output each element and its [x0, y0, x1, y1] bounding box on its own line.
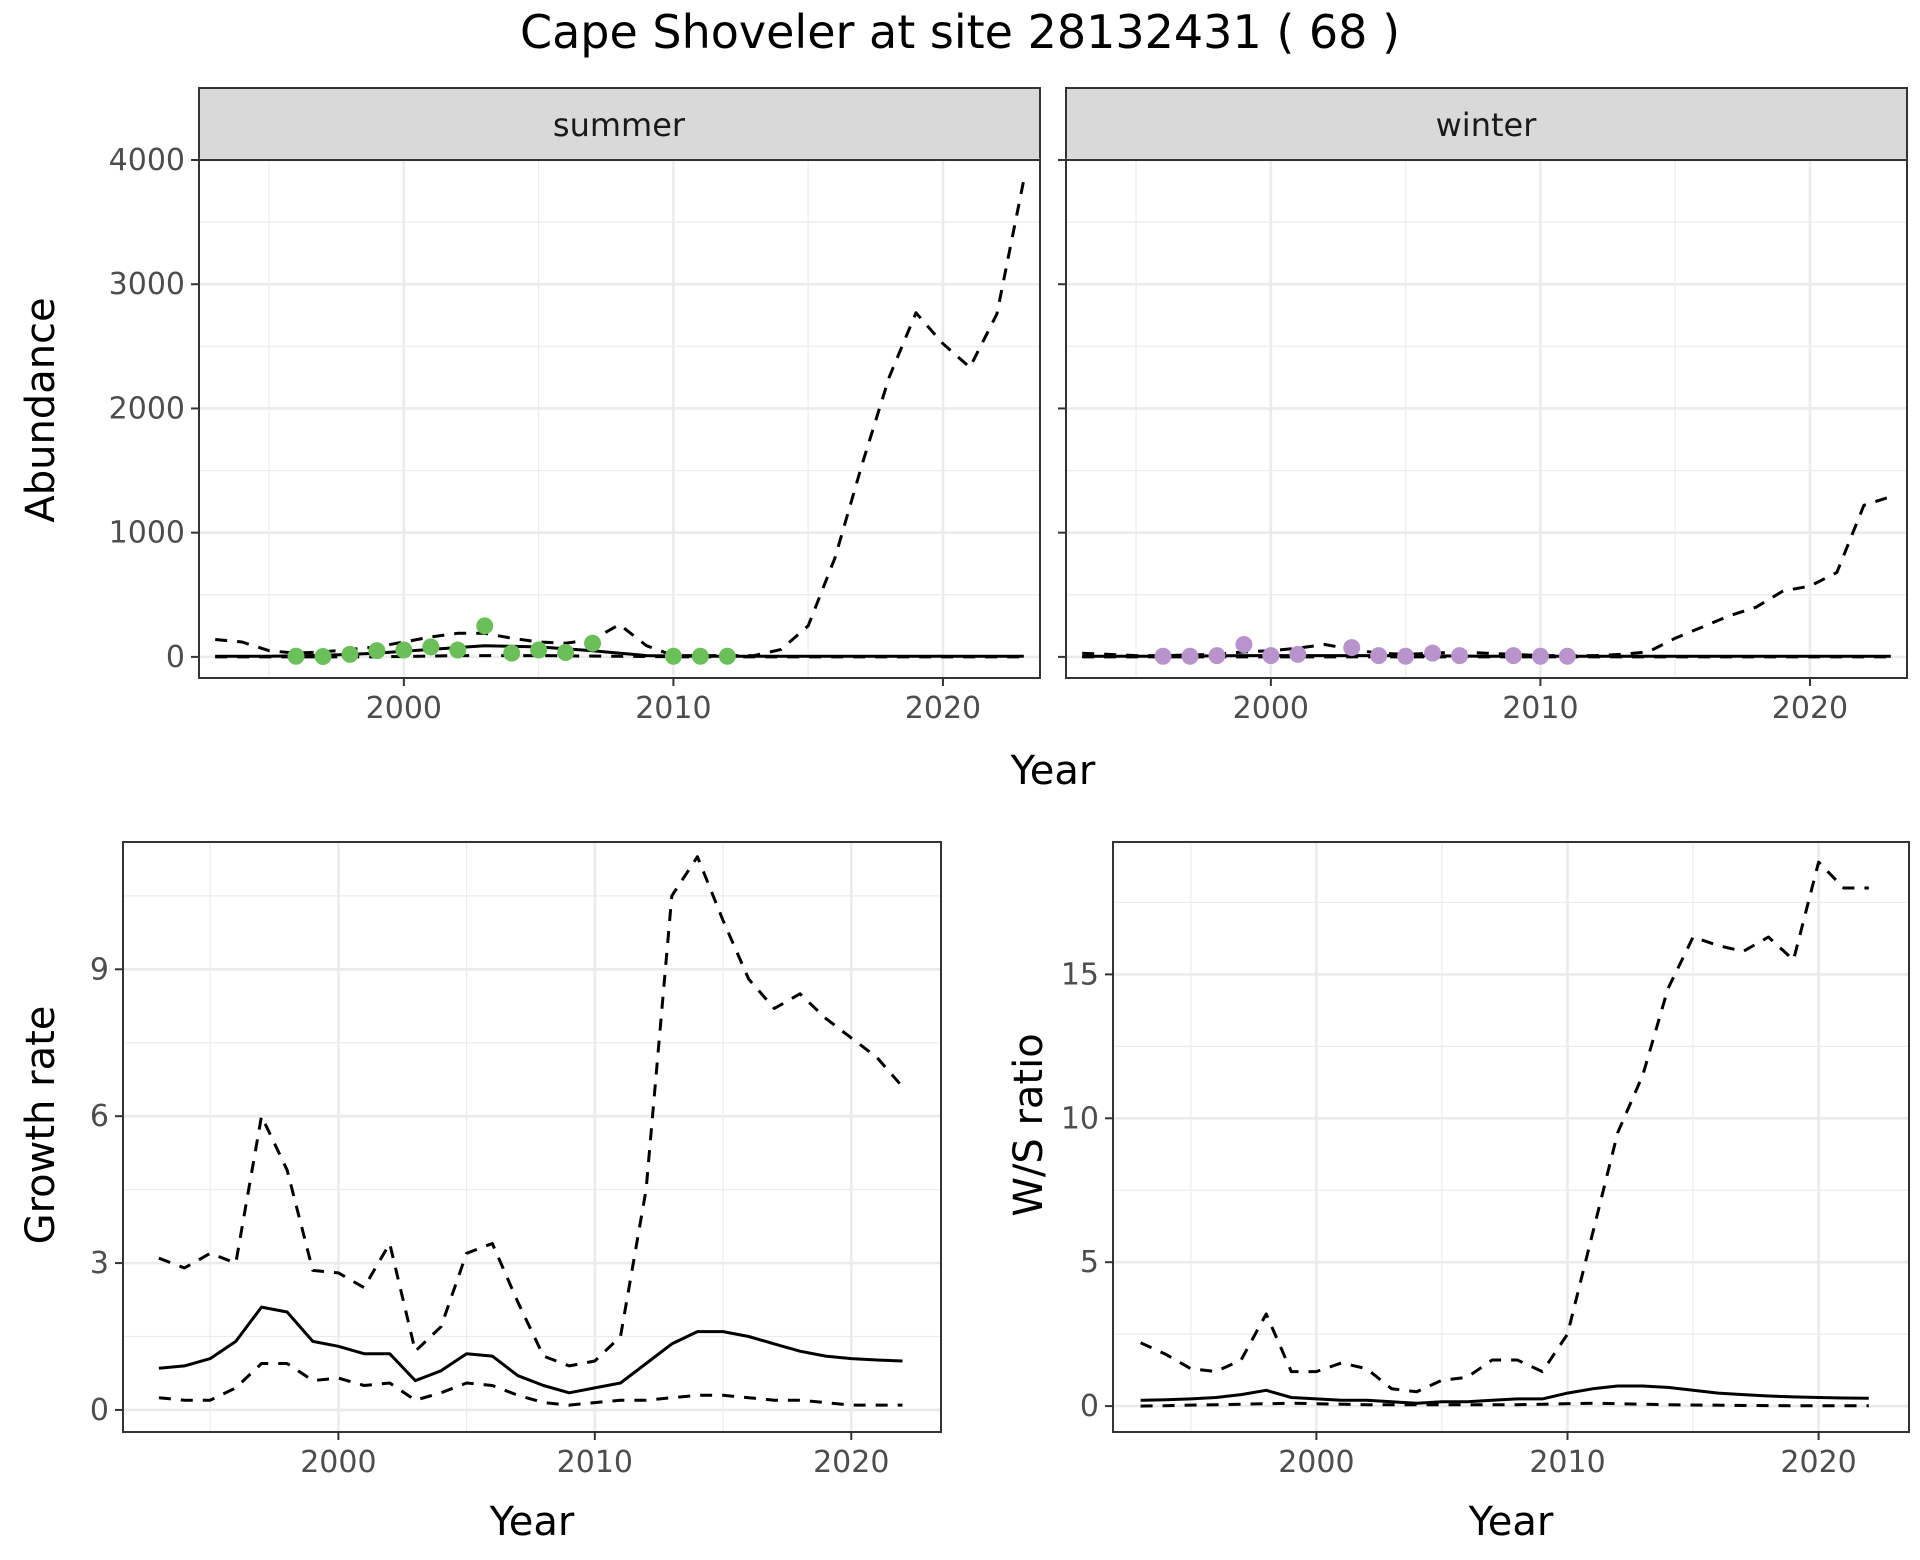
winter-data-point [1154, 647, 1172, 665]
summer-data-point [503, 644, 521, 662]
summer-data-point [314, 648, 332, 666]
growth-rate-x-tick-label: 2000 [300, 1445, 376, 1480]
winter-x-tick-label: 2010 [1502, 691, 1578, 726]
figure-title: Cape Shoveler at site 28132431 ( 68 ) [520, 5, 1400, 59]
winter-x-tick-label: 2000 [1233, 691, 1309, 726]
summer-y-tick-label: 3000 [109, 267, 185, 302]
summer-data-point [476, 617, 494, 635]
ws-ratio-series-solid-0 [1140, 1384, 1869, 1405]
summer-data-point [664, 647, 682, 665]
ws-ratio-series-dashed-2 [1140, 1401, 1869, 1408]
growth-rate-plot-area [123, 842, 941, 1432]
summer-data-point [395, 641, 413, 659]
ws-ratio-panel-border [1112, 841, 1910, 1433]
winter-plot-area [1066, 160, 1907, 678]
winter-data-point [1208, 647, 1226, 665]
summer-y-tick-label: 1000 [109, 516, 185, 551]
ws-ratio-series-dashed-1 [1139, 860, 1869, 1394]
summer-data-point [691, 647, 709, 665]
summer-y-tick-label: 4000 [109, 143, 185, 178]
winter-data-point [1504, 647, 1522, 665]
summer-data-point [341, 645, 359, 663]
summer-y-tick-label: 0 [166, 640, 185, 675]
winter-data-point [1370, 647, 1388, 665]
winter-strip-label: winter [1436, 106, 1538, 144]
ws-ratio-x-axis-title: Year [1468, 1499, 1554, 1545]
ws-ratio-y-axis-title: W/S ratio [1006, 1033, 1052, 1216]
ws-ratio-x-tick-label: 2000 [1278, 1445, 1354, 1480]
summer-x-tick-label: 2020 [905, 691, 981, 726]
winter-panel-border [1065, 159, 1908, 679]
summer-strip-label: summer [553, 106, 686, 144]
winter-abundance-panel: winter 2000 2010 2020 [1058, 87, 1908, 726]
winter-data-point [1451, 647, 1469, 665]
summer-y-tick-label: 2000 [109, 391, 185, 426]
ws-ratio-x-tick-label: 2010 [1529, 1445, 1605, 1480]
ws-ratio-y-tick-label: 10 [1061, 1101, 1099, 1136]
winter-data-point [1531, 647, 1549, 665]
ws-ratio-plot-area [1113, 842, 1909, 1432]
winter-data-point [1397, 647, 1415, 665]
summer-data-point [718, 647, 736, 665]
winter-data-point [1289, 645, 1307, 663]
growth-rate-y-tick-label: 9 [90, 952, 109, 987]
summer-plot-area [199, 160, 1040, 678]
growth-rate-x-tick-label: 2010 [557, 1445, 633, 1480]
growth-rate-y-axis-title: Growth rate [18, 1006, 64, 1245]
summer-series-dashed-2 [215, 654, 1024, 659]
summer-panel-border [198, 159, 1041, 679]
growth-rate-series-dashed-2 [158, 1362, 903, 1407]
ws-ratio-y-tick-label: 5 [1080, 1245, 1099, 1280]
summer-strip [198, 87, 1041, 161]
summer-data-point [557, 644, 575, 662]
growth-rate-panel: 2000 2010 2020 0 3 6 9 [90, 841, 942, 1480]
winter-data-point [1235, 635, 1253, 653]
ws-ratio-x-tick-label: 2020 [1780, 1445, 1856, 1480]
abundance-y-axis-title: Abundance [18, 297, 64, 522]
summer-data-point [287, 647, 305, 665]
winter-data-point [1262, 647, 1280, 665]
winter-data-point [1343, 639, 1361, 657]
summer-data-point [530, 641, 548, 659]
ws-ratio-y-tick-label: 0 [1080, 1389, 1099, 1424]
ws-ratio-y-tick-label: 15 [1061, 957, 1099, 992]
winter-data-point [1558, 647, 1576, 665]
summer-data-point [422, 638, 440, 656]
growth-rate-y-tick-label: 6 [90, 1099, 109, 1134]
growth-rate-series-solid-0 [158, 1305, 903, 1395]
growth-rate-x-axis-title: Year [489, 1499, 575, 1545]
winter-data-point [1424, 644, 1442, 662]
ws-ratio-panel: 2000 2010 2020 0 5 10 15 [1061, 841, 1910, 1480]
winter-strip [1065, 87, 1908, 161]
growth-rate-panel-border [122, 841, 942, 1433]
summer-data-point [368, 642, 386, 660]
winter-x-tick-label: 2020 [1772, 691, 1848, 726]
summer-data-point [449, 641, 467, 659]
summer-data-point [584, 634, 602, 652]
summer-x-tick-label: 2010 [635, 691, 711, 726]
summer-x-tick-label: 2000 [366, 691, 442, 726]
growth-rate-y-tick-label: 3 [90, 1246, 109, 1281]
growth-rate-y-tick-label: 0 [90, 1393, 109, 1428]
abundance-x-axis-title: Year [1010, 748, 1096, 794]
growth-rate-x-tick-label: 2020 [813, 1445, 889, 1480]
summer-abundance-panel: summer 2000 2010 2020 0 1000 2000 3000 4000 [109, 87, 1041, 726]
winter-data-point [1181, 647, 1199, 665]
growth-rate-series-dashed-1 [158, 855, 904, 1368]
